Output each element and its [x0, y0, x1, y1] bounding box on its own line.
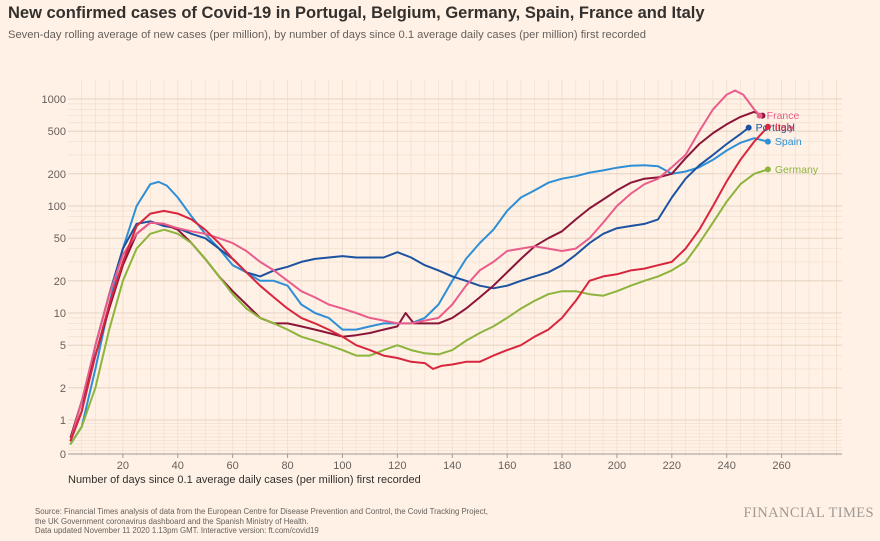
series-line-portugal	[69, 126, 750, 442]
y-tick-label: 1000	[42, 94, 66, 106]
x-tick-label: 120	[388, 460, 406, 472]
x-tick-label: 140	[443, 460, 461, 472]
source-line: Data updated November 11 2020 1.13pm GMT…	[35, 526, 319, 536]
series-label-italy: Italy	[775, 121, 795, 133]
y-axis-ticks: 0 1 2 5 10 20 50 100 200 500 1000	[42, 94, 66, 461]
chart-subtitle: Seven-day rolling average of new cases (…	[8, 29, 646, 41]
y-tick-label: 5	[60, 340, 66, 352]
grid	[68, 80, 842, 456]
y-tick-label: 10	[54, 308, 66, 320]
series-label-spain: Spain	[775, 136, 802, 148]
series-end-dot-france	[756, 112, 763, 119]
x-tick-label: 60	[227, 460, 239, 472]
x-tick-label: 260	[772, 460, 790, 472]
series-line-spain	[69, 137, 769, 445]
x-axis-label: Number of days since 0.1 average daily c…	[68, 474, 421, 486]
x-tick-label: 20	[117, 460, 129, 472]
series-end-dot-portugal	[745, 124, 752, 131]
x-tick-label: 80	[281, 460, 293, 472]
ft-logo: FINANCIAL TIMES	[743, 505, 874, 521]
x-tick-label: 220	[663, 460, 681, 472]
chart-title: New confirmed cases of Covid-19 in Portu…	[8, 4, 705, 22]
series-line-italy	[69, 125, 769, 442]
y-tick-label: 50	[54, 233, 66, 245]
x-tick-label: 100	[333, 460, 351, 472]
y-tick-label: 0	[60, 449, 66, 461]
series-lines	[69, 89, 769, 445]
x-tick-label: 180	[553, 460, 571, 472]
x-tick-label: 160	[498, 460, 516, 472]
y-tick-label: 2	[60, 383, 66, 395]
source-line: Source: Financial Times analysis of data…	[35, 507, 488, 516]
x-axis-ticks: 20 40 60 80 100 120 140 160 180 200 220 240 260	[117, 454, 791, 472]
y-tick-label: 1	[60, 415, 66, 427]
x-tick-label: 200	[608, 460, 626, 472]
y-tick-label: 100	[48, 201, 66, 213]
y-tick-label: 20	[54, 276, 66, 288]
source-note: Source: Financial Times analysis of data…	[35, 507, 595, 536]
series-label-france: France	[767, 110, 800, 122]
series-end-dot-germany	[764, 166, 771, 173]
y-tick-label: 500	[48, 126, 66, 138]
source-line: the UK Government coronavirus dashboard …	[35, 516, 309, 526]
series-line-france	[69, 89, 761, 442]
series-end-dot-italy	[764, 123, 771, 130]
y-tick-label: 200	[48, 169, 66, 181]
x-tick-label: 40	[172, 460, 184, 472]
x-tick-label: 240	[718, 460, 736, 472]
series-line-germany	[69, 168, 769, 445]
series-label-germany: Germany	[775, 164, 819, 176]
series-end-dot-spain	[764, 138, 771, 145]
